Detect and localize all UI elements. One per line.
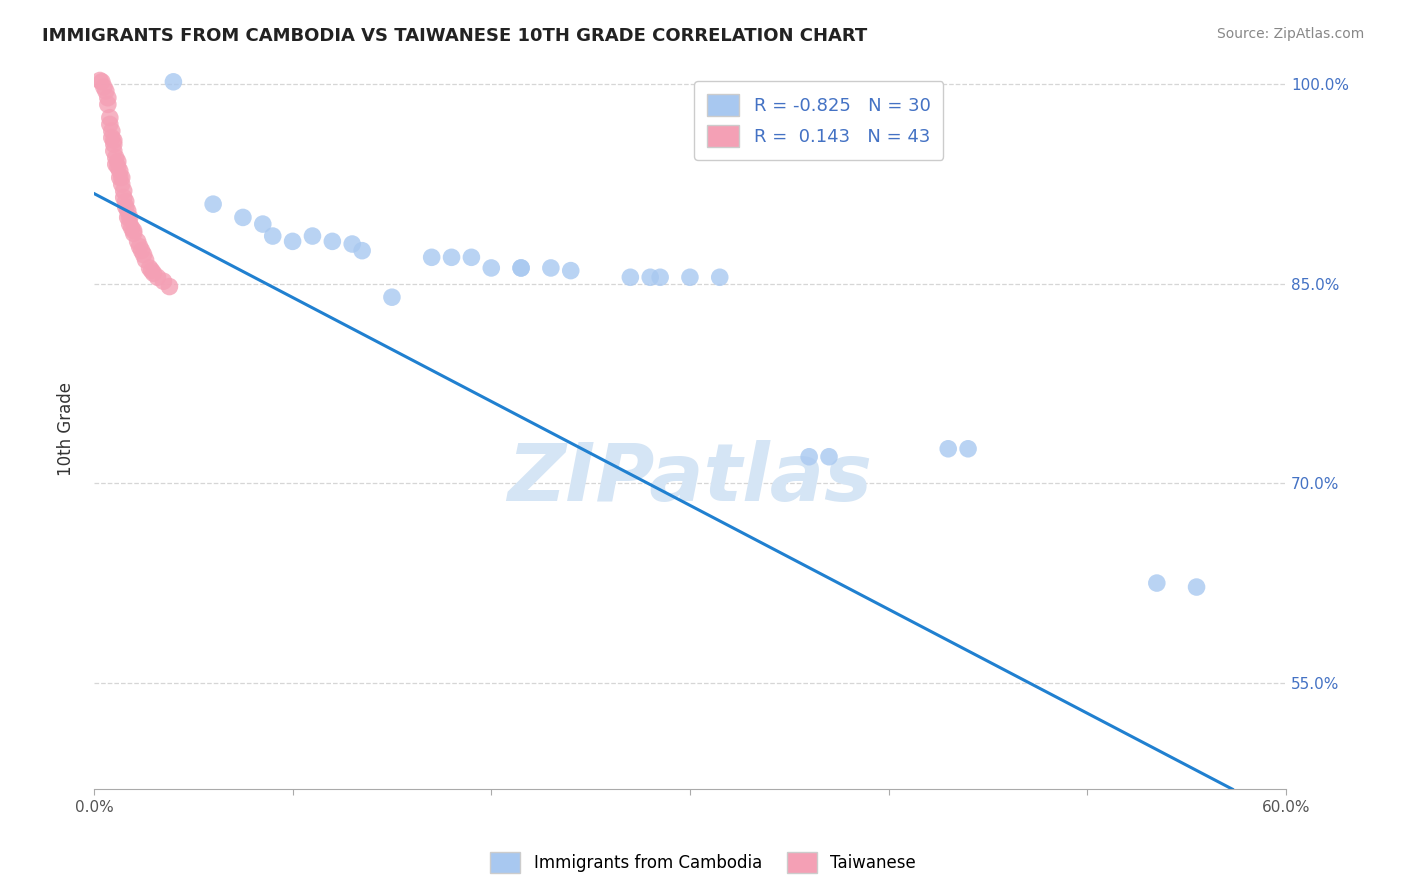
Point xyxy=(94,84,117,98)
Point xyxy=(281,235,304,249)
Point xyxy=(510,260,533,275)
Point xyxy=(638,270,661,285)
Point xyxy=(97,91,120,105)
Point xyxy=(90,75,112,89)
Point xyxy=(420,250,443,264)
Point xyxy=(818,450,841,464)
Point xyxy=(103,144,125,158)
Point xyxy=(936,442,959,456)
Point xyxy=(340,237,363,252)
Point xyxy=(352,244,374,258)
Point xyxy=(460,250,482,264)
Point xyxy=(107,160,129,174)
Point xyxy=(135,252,157,267)
Point xyxy=(321,235,343,249)
Point xyxy=(650,270,672,285)
Point xyxy=(107,154,129,169)
Point xyxy=(1185,580,1208,594)
Point xyxy=(202,197,225,211)
Text: ZIPatlas: ZIPatlas xyxy=(508,441,873,518)
Point xyxy=(128,240,150,254)
Point xyxy=(440,250,463,264)
Point xyxy=(97,97,120,112)
Point xyxy=(98,117,121,131)
Text: IMMIGRANTS FROM CAMBODIA VS TAIWANESE 10TH GRADE CORRELATION CHART: IMMIGRANTS FROM CAMBODIA VS TAIWANESE 10… xyxy=(42,27,868,45)
Point xyxy=(111,177,134,191)
Point xyxy=(122,224,145,238)
Point xyxy=(301,229,323,244)
Point xyxy=(89,73,111,87)
Point xyxy=(114,194,136,209)
Point xyxy=(93,80,115,95)
Point xyxy=(510,260,533,275)
Point xyxy=(98,111,121,125)
Point xyxy=(121,221,143,235)
Point xyxy=(103,137,125,152)
Point xyxy=(101,124,124,138)
Point xyxy=(141,263,163,277)
Legend: R = -0.825   N = 30, R =  0.143   N = 43: R = -0.825 N = 30, R = 0.143 N = 43 xyxy=(695,81,943,160)
Point xyxy=(111,170,134,185)
Point xyxy=(112,190,135,204)
Legend: Immigrants from Cambodia, Taiwanese: Immigrants from Cambodia, Taiwanese xyxy=(484,846,922,880)
Point xyxy=(232,211,254,225)
Point xyxy=(797,450,820,464)
Point xyxy=(103,133,125,147)
Point xyxy=(127,235,149,249)
Point xyxy=(381,290,404,304)
Point xyxy=(709,270,731,285)
Point xyxy=(118,211,141,225)
Point xyxy=(957,442,980,456)
Point xyxy=(162,75,184,89)
Point xyxy=(117,211,139,225)
Point xyxy=(252,217,274,231)
Point xyxy=(142,266,165,280)
Point xyxy=(159,279,181,293)
Point xyxy=(679,270,702,285)
Point xyxy=(560,263,582,277)
Point xyxy=(101,130,124,145)
Y-axis label: 10th Grade: 10th Grade xyxy=(58,382,75,475)
Point xyxy=(112,184,135,198)
Point xyxy=(152,274,174,288)
Point xyxy=(479,260,502,275)
Point xyxy=(108,170,131,185)
Point xyxy=(104,157,127,171)
Point xyxy=(146,270,169,285)
Point xyxy=(138,260,160,275)
Point xyxy=(132,247,155,261)
Point xyxy=(540,260,562,275)
Point xyxy=(131,244,153,258)
Text: Source: ZipAtlas.com: Source: ZipAtlas.com xyxy=(1216,27,1364,41)
Point xyxy=(619,270,641,285)
Point xyxy=(1146,576,1168,591)
Point xyxy=(114,200,136,214)
Point xyxy=(117,203,139,218)
Point xyxy=(262,229,284,244)
Point xyxy=(118,217,141,231)
Point xyxy=(104,151,127,165)
Point xyxy=(122,227,145,241)
Point xyxy=(108,164,131,178)
